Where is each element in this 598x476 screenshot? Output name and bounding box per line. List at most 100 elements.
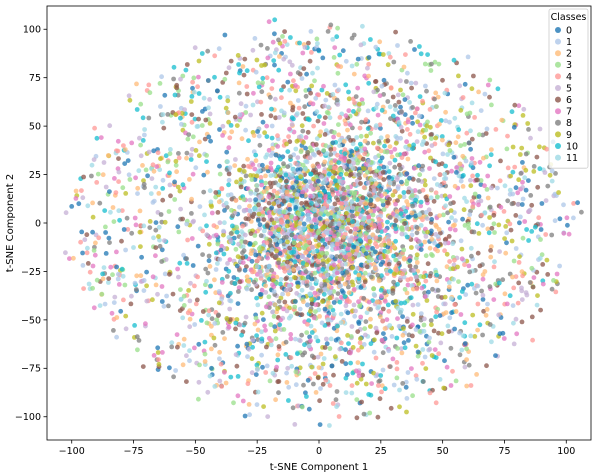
scatter-point-class-6 [241,72,247,78]
scatter-point-class-5 [457,83,463,89]
scatter-point-class-0 [380,259,386,265]
scatter-point-class-1 [323,97,329,103]
scatter-point-class-1 [348,238,354,244]
scatter-point-class-8 [408,39,413,44]
scatter-point-class-3 [336,231,342,237]
scatter-point-class-9 [350,265,355,271]
scatter-point-class-9 [272,328,278,334]
scatter-point-class-5 [233,157,238,162]
scatter-point-class-9 [331,169,336,174]
scatter-point-class-7 [379,337,385,343]
scatter-point-class-7 [281,306,286,312]
scatter-point-class-5 [524,292,530,298]
x-tick-label: 25 [375,446,387,457]
scatter-point-class-10 [288,35,293,40]
scatter-point-class-4 [339,201,345,207]
scatter-point-class-11 [306,343,312,349]
scatter-point-class-6 [488,248,493,253]
scatter-point-class-5 [163,257,169,262]
scatter-point-class-3 [355,160,360,166]
scatter-point-class-7 [73,196,79,201]
scatter-point-class-3 [122,282,128,288]
scatter-point-class-7 [300,189,306,195]
scatter-point-class-1 [457,330,462,336]
scatter-point-class-1 [313,95,319,101]
scatter-point-class-11 [153,184,159,190]
scatter-point-class-11 [226,235,232,240]
scatter-point-class-8 [301,382,306,388]
scatter-point-class-7 [375,206,380,212]
scatter-point-class-8 [276,390,281,396]
scatter-point-class-7 [476,202,481,208]
scatter-point-class-1 [435,234,441,240]
scatter-point-class-11 [482,210,488,216]
scatter-point-class-0 [386,174,392,180]
scatter-point-class-4 [192,283,197,289]
scatter-point-class-1 [313,234,319,240]
scatter-point-class-10 [171,64,177,70]
scatter-point-class-4 [362,151,368,157]
scatter-point-class-2 [386,241,392,246]
scatter-point-class-11 [326,199,331,205]
scatter-point-class-4 [356,347,361,353]
scatter-point-class-6 [393,29,398,35]
scatter-point-class-3 [365,169,370,175]
scatter-point-class-6 [251,211,257,217]
scatter-point-class-2 [433,90,439,96]
scatter-point-class-6 [246,216,251,222]
scatter-point-class-2 [233,198,239,204]
scatter-point-class-8 [420,163,426,169]
scatter-point-class-0 [446,219,451,225]
scatter-point-class-6 [362,279,368,285]
scatter-point-class-7 [515,190,521,196]
scatter-point-class-10 [443,163,448,169]
scatter-point-class-9 [547,172,553,178]
scatter-point-class-8 [328,22,334,28]
scatter-point-class-8 [157,243,163,249]
scatter-point-class-3 [229,207,234,213]
scatter-point-class-9 [299,123,305,129]
scatter-point-class-2 [475,327,480,333]
scatter-point-class-6 [267,180,273,186]
scatter-point-class-3 [417,329,423,334]
scatter-point-class-9 [211,335,217,341]
scatter-point-class-6 [331,372,336,378]
scatter-point-class-10 [474,221,480,227]
scatter-point-class-9 [517,152,523,157]
scatter-point-class-3 [267,378,273,384]
scatter-point-class-3 [110,272,115,278]
scatter-point-class-5 [189,146,195,152]
scatter-point-class-1 [552,191,558,197]
scatter-point-class-3 [263,180,268,186]
scatter-point-class-3 [337,166,343,172]
scatter-point-class-4 [427,107,433,112]
scatter-point-class-2 [328,160,334,166]
scatter-point-class-9 [401,326,406,331]
scatter-point-class-9 [371,140,376,146]
legend-marker-2 [555,50,561,57]
scatter-point-class-5 [226,65,232,71]
scatter-point-class-11 [349,390,355,396]
scatter-point-class-11 [387,323,393,328]
scatter-point-class-3 [395,346,400,351]
scatter-point-class-8 [265,46,270,51]
scatter-point-class-3 [172,197,178,202]
scatter-point-class-0 [358,285,364,290]
scatter-point-class-3 [529,265,535,271]
scatter-point-class-9 [301,140,306,145]
scatter-point-class-10 [353,270,358,275]
scatter-point-class-7 [343,113,349,119]
scatter-point-class-9 [414,252,420,258]
scatter-point-class-6 [240,255,246,261]
scatter-point-class-9 [259,310,265,316]
scatter-point-class-4 [305,234,311,240]
scatter-point-class-0 [269,205,275,211]
scatter-point-class-10 [204,223,209,229]
scatter-point-class-6 [360,156,366,162]
scatter-point-class-9 [316,254,322,259]
scatter-point-class-9 [372,337,377,343]
scatter-point-class-7 [312,290,318,296]
scatter-point-class-2 [436,227,442,232]
scatter-point-class-4 [87,269,93,275]
scatter-point-class-7 [259,182,264,188]
